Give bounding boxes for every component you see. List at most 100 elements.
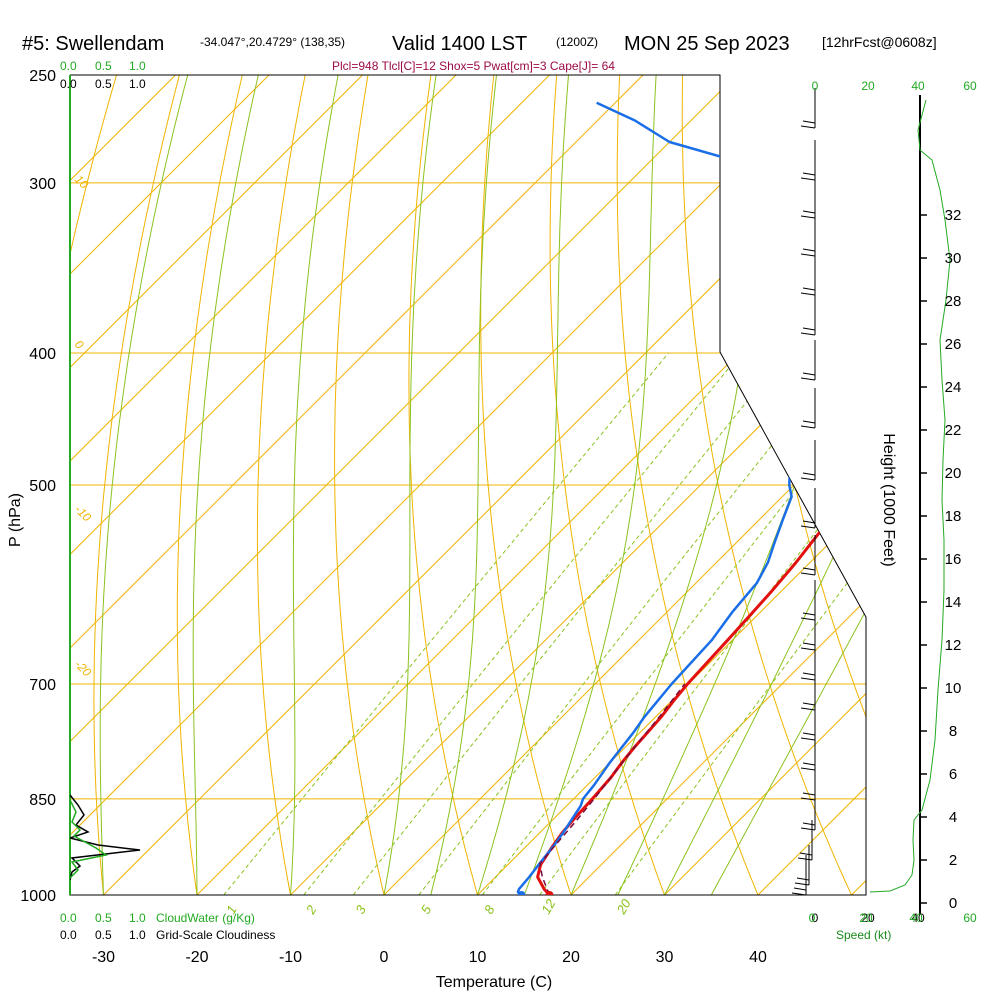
speed-scale-bottom: 0 20 40 0 20 40 60 Speed (kt) xyxy=(809,911,977,942)
cloudwater-label: CloudWater (g/Kg) xyxy=(156,911,255,925)
dry-adiabat-line xyxy=(616,75,771,895)
wind-barb-flag xyxy=(793,887,807,891)
wind-barb-flag xyxy=(791,892,807,896)
wind-barb-flag xyxy=(802,732,816,736)
y-axis-label: P (hPa) xyxy=(7,493,24,547)
wind-barb-flag xyxy=(802,287,816,291)
wind-barb-flag xyxy=(802,372,816,376)
dry-adiabat-line xyxy=(549,75,676,895)
isotherm-line xyxy=(70,75,644,895)
isotherm-line xyxy=(70,75,270,895)
mixing-ratio-label: 8 xyxy=(481,902,498,916)
wind-barb-flag xyxy=(802,567,816,571)
cloudiness-label: Grid-Scale Cloudiness xyxy=(156,928,275,942)
wind-barb-flag xyxy=(802,210,816,214)
isotherm-line xyxy=(70,75,831,895)
temperature-tick-label: 10 xyxy=(469,949,487,966)
wind-speed-profile xyxy=(869,99,951,893)
wind-barbs xyxy=(791,88,816,896)
mixing-ratio-label: 3 xyxy=(352,902,369,916)
wind-barb-flag xyxy=(802,472,816,476)
wind-barb-flag xyxy=(802,520,816,524)
moist-adiabat-line xyxy=(99,75,189,895)
isotherm-line xyxy=(70,75,457,895)
mixing-ratio-label: 5 xyxy=(418,902,435,916)
pressure-tick-label: 400 xyxy=(29,346,56,363)
mixing-ratio-line xyxy=(223,352,669,895)
height-tick-label: 20 xyxy=(945,465,962,482)
cloud-panel xyxy=(70,794,141,881)
height-tick-label: 28 xyxy=(945,293,962,310)
moist-adiabat-line xyxy=(710,75,866,895)
temperature-tick-label: -10 xyxy=(279,949,302,966)
wind-barb-flag xyxy=(800,215,816,219)
surface-temp-dot xyxy=(545,891,554,895)
height-tick-label: 12 xyxy=(945,637,962,654)
cloud-scale-bottom: 0.0 0.5 1.0 CloudWater (g/Kg) 0.0 0.5 1.… xyxy=(60,911,275,942)
isotherm-line xyxy=(757,75,866,895)
wind-barb-flag xyxy=(800,177,816,181)
background-lines xyxy=(70,75,866,895)
wind-barb-flag xyxy=(799,852,813,856)
isotherm-line xyxy=(851,75,866,895)
height-tick-label: 24 xyxy=(945,379,962,396)
height-tick-label: 10 xyxy=(945,680,962,697)
pressure-tick-label: 250 xyxy=(29,68,56,85)
wind-barb-flag xyxy=(802,327,816,331)
cloudiness-line xyxy=(70,794,141,881)
temperature-tick-label: 40 xyxy=(749,949,767,966)
wind-barb-flag xyxy=(800,647,816,651)
station-coords: -34.047°,20.4729° (138,35) xyxy=(200,35,345,49)
wind-barb-flag xyxy=(802,612,816,616)
isotherm-line xyxy=(664,75,866,895)
temperature-tick-label: 30 xyxy=(656,949,674,966)
wind-barb-flag xyxy=(800,767,816,771)
moist-adiabat-line xyxy=(290,75,339,895)
moist-adiabat-line xyxy=(383,75,437,895)
wind-barb-flag xyxy=(800,707,816,711)
temperature-tick-label: 0 xyxy=(380,949,389,966)
stability-indices: Plcl=948 Tlcl[C]=12 Shox=5 Pwat[cm]=3 Ca… xyxy=(332,59,615,73)
dry-adiabat-line xyxy=(93,75,187,895)
wind-barb-flag xyxy=(796,877,810,881)
height-tick-label: 2 xyxy=(949,852,957,869)
scale-top-black-2: 1.0 xyxy=(129,77,146,91)
scale-bot-black-2: 1.0 xyxy=(129,928,146,942)
x-axis-label: Temperature (C) xyxy=(436,974,552,991)
mixing-ratio-label: 20 xyxy=(613,896,634,918)
height-tick-label: 4 xyxy=(949,809,957,826)
wind-barb-flag xyxy=(802,792,816,796)
wind-barb-flag xyxy=(802,248,816,252)
height-tick-label: 14 xyxy=(945,594,962,611)
wind-barb-flag xyxy=(802,672,816,676)
pressure-tick-label: 850 xyxy=(29,792,56,809)
scale-top-black-1: 0.5 xyxy=(95,77,112,91)
mixing-ratio-line xyxy=(614,352,866,895)
mixing-ratio-label: 2 xyxy=(302,902,319,917)
height-tick-label: 32 xyxy=(945,207,962,224)
dry-adiabat-label: -10 xyxy=(72,502,94,524)
scale-top-green-1: 0.5 xyxy=(95,59,112,73)
wind-barb-flag xyxy=(800,125,816,129)
wind-barb-flag xyxy=(802,702,816,706)
temperature-tick-label: 20 xyxy=(562,949,580,966)
isotherm-line xyxy=(70,75,737,895)
dry-adiabat-line xyxy=(256,75,311,895)
moist-adiabat-line xyxy=(430,75,497,895)
dry-adiabat-label: 0 xyxy=(72,337,87,352)
speed-bot-black-40: 40 xyxy=(911,911,925,925)
height-tick-label: 18 xyxy=(945,508,962,525)
valid-time: Valid 1400 LST xyxy=(392,33,527,55)
temperature-tick-label: -20 xyxy=(185,949,208,966)
wind-barb-flag xyxy=(802,822,816,826)
speed-top-60: 60 xyxy=(963,79,977,93)
height-axis-label: Height (1000 Feet) xyxy=(880,433,897,566)
dewpoint-line xyxy=(516,101,797,895)
moist-adiabat-line xyxy=(664,75,866,895)
speed-top-0: 0 xyxy=(812,79,819,93)
wind-barb-flag xyxy=(802,762,816,766)
speed-top-20: 20 xyxy=(861,79,875,93)
speed-scale-top: 0 20 40 60 xyxy=(812,79,977,93)
mixing-ratio-line xyxy=(539,352,866,895)
